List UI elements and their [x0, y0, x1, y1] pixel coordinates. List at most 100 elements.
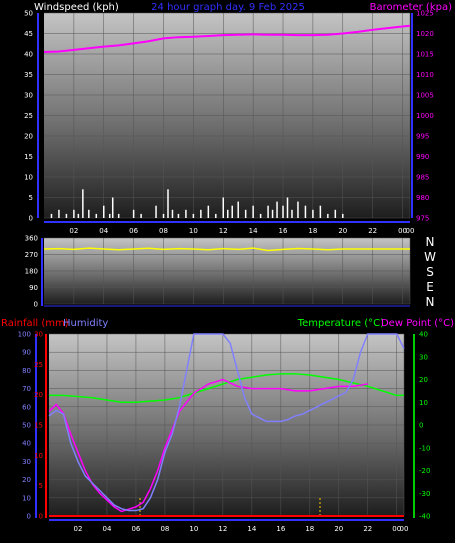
barometer-tick-label: 985: [416, 174, 429, 182]
wind-direction-tick-label: 90: [29, 284, 38, 292]
x-tick-label: 02: [69, 227, 78, 235]
barometer-tick-label: 1015: [416, 51, 434, 59]
x-tick-label: 10: [189, 525, 198, 533]
temperature-tick-label: 10: [419, 399, 428, 407]
x-tick-label: 02: [74, 525, 83, 533]
compass-label: E: [426, 280, 434, 294]
temperature-tick-label: -40: [419, 513, 430, 521]
x-tick-label: 20: [338, 227, 347, 235]
windspeed-tick-label: 50: [24, 10, 33, 18]
rainfall-tick-label: 5: [39, 482, 43, 490]
x-tick-label: 00: [406, 227, 415, 235]
humidity-tick-label: 20: [22, 476, 31, 484]
x-tick-label: 16: [279, 227, 288, 235]
windspeed-tick-label: 30: [24, 92, 33, 100]
x-tick-label: 00: [398, 227, 407, 235]
windspeed-tick-label: 20: [24, 133, 33, 141]
temperature-humidity-panel: Rainfall (mm) Humidity Temperature (°C) …: [1, 318, 454, 533]
compass-label: S: [426, 265, 434, 279]
wind-direction-tick-label: 270: [25, 251, 38, 259]
windspeed-series: [50, 189, 344, 218]
temperature-tick-label: -30: [419, 490, 430, 498]
rainfall-tick-label: 25: [34, 361, 43, 369]
rainfall-ticks: 0 5 10 15 20 25 30: [34, 331, 43, 521]
barometer-tick-label: 1020: [416, 30, 434, 38]
windspeed-tick-label: 40: [24, 51, 33, 59]
x-tick-label: 14: [247, 525, 256, 533]
compass-label: W: [424, 250, 436, 264]
dewpoint-series-line: [48, 378, 368, 513]
temperature-tick-label: -20: [419, 467, 430, 475]
barometer-ticks: 975 980 985 990 995 1000 1005 1010 1015 1020 1025: [416, 10, 434, 223]
x-tick-label: 08: [160, 525, 169, 533]
humidity-tick-label: 100: [18, 331, 31, 339]
barometer-tick-label: 990: [416, 153, 429, 161]
rainfall-tick-label: 20: [34, 391, 43, 399]
compass-label: N: [426, 235, 435, 249]
wind-direction-tick-label: 180: [25, 268, 38, 276]
barometer-tick-label: 1025: [416, 10, 434, 18]
humidity-tick-label: 40: [22, 440, 31, 448]
x-tick-label: 22: [368, 227, 377, 235]
barometer-tick-label: 995: [416, 133, 429, 141]
x-tick-label: 08: [159, 227, 168, 235]
x-tick-label: 10: [189, 227, 198, 235]
humidity-tick-label: 60: [22, 403, 31, 411]
barometer-tick-label: 1000: [416, 112, 434, 120]
humidity-tick-label: 90: [22, 349, 31, 357]
chart-subtitle: 24 hour graph day. 9 Feb 2025: [151, 2, 305, 13]
x-tick-label: 12: [218, 525, 227, 533]
x-tick-label: 14: [249, 227, 258, 235]
rainfall-axis-title: Rainfall (mm): [1, 318, 69, 329]
windspeed-ticks: 0 5 10 15 20 25 30 35 40 45 50: [24, 10, 33, 223]
humidity-ticks: 0 10 20 30 40 50 60 70 80 90 100: [18, 331, 31, 521]
x-tick-label: 06: [131, 525, 140, 533]
x-tick-label: 00: [392, 525, 401, 533]
windspeed-axis-title: Windspeed (kph): [34, 2, 119, 13]
humidity-series-line: [48, 333, 405, 512]
wind-pressure-grid: [44, 12, 411, 219]
wind-direction-tick-label: 360: [25, 235, 38, 243]
windspeed-tick-label: 45: [24, 30, 33, 38]
windspeed-tick-label: 35: [24, 71, 33, 79]
rainfall-tick-label: 15: [34, 422, 43, 430]
temperature-tick-label: 20: [419, 376, 428, 384]
temperature-tick-label: 0: [419, 422, 423, 430]
humidity-tick-label: 30: [22, 458, 31, 466]
x-tick-label: 20: [334, 525, 343, 533]
temperature-tick-label: 30: [419, 353, 428, 361]
windspeed-tick-label: 25: [24, 112, 33, 120]
rainfall-tick-label: 30: [34, 331, 43, 339]
barometer-axis-title: Barometer (kpa): [370, 2, 452, 13]
temperature-tick-label: 40: [419, 331, 428, 339]
x-tick-label: 22: [363, 525, 372, 533]
humidity-tick-label: 50: [22, 422, 31, 430]
humidity-tick-label: 80: [22, 367, 31, 375]
temperature-tick-label: -10: [419, 444, 430, 452]
humidity-tick-label: 70: [22, 385, 31, 393]
barometer-tick-label: 980: [416, 194, 429, 202]
temperature-axis-title: Temperature (°C): [297, 318, 384, 329]
temperature-ticks: -40 -30 -20 -10 0 10 20 30 40: [419, 331, 430, 521]
x-tick-label: 04: [99, 227, 108, 235]
wind-direction-tick-label: 0: [34, 301, 38, 309]
humidity-tick-label: 0: [27, 513, 31, 521]
x-tick-label: 16: [276, 525, 285, 533]
x-tick-label: 06: [129, 227, 138, 235]
x-tick-label: 12: [219, 227, 228, 235]
x-tick-label: 00: [400, 525, 409, 533]
humidity-axis-title: Humidity: [63, 318, 108, 329]
rainfall-tick-label: 10: [34, 452, 43, 460]
barometer-tick-label: 975: [416, 215, 429, 223]
windspeed-tick-label: 15: [24, 153, 33, 161]
barometer-tick-label: 1005: [416, 92, 434, 100]
x-tick-label: 18: [305, 525, 314, 533]
dewpoint-axis-title: Dew Point (°C): [381, 318, 454, 329]
wind-direction-ticks: 0 90 180 270 360: [25, 235, 38, 309]
windspeed-tick-label: 10: [24, 174, 33, 182]
barometer-series-line: [43, 24, 411, 53]
windspeed-tick-label: 5: [29, 194, 33, 202]
